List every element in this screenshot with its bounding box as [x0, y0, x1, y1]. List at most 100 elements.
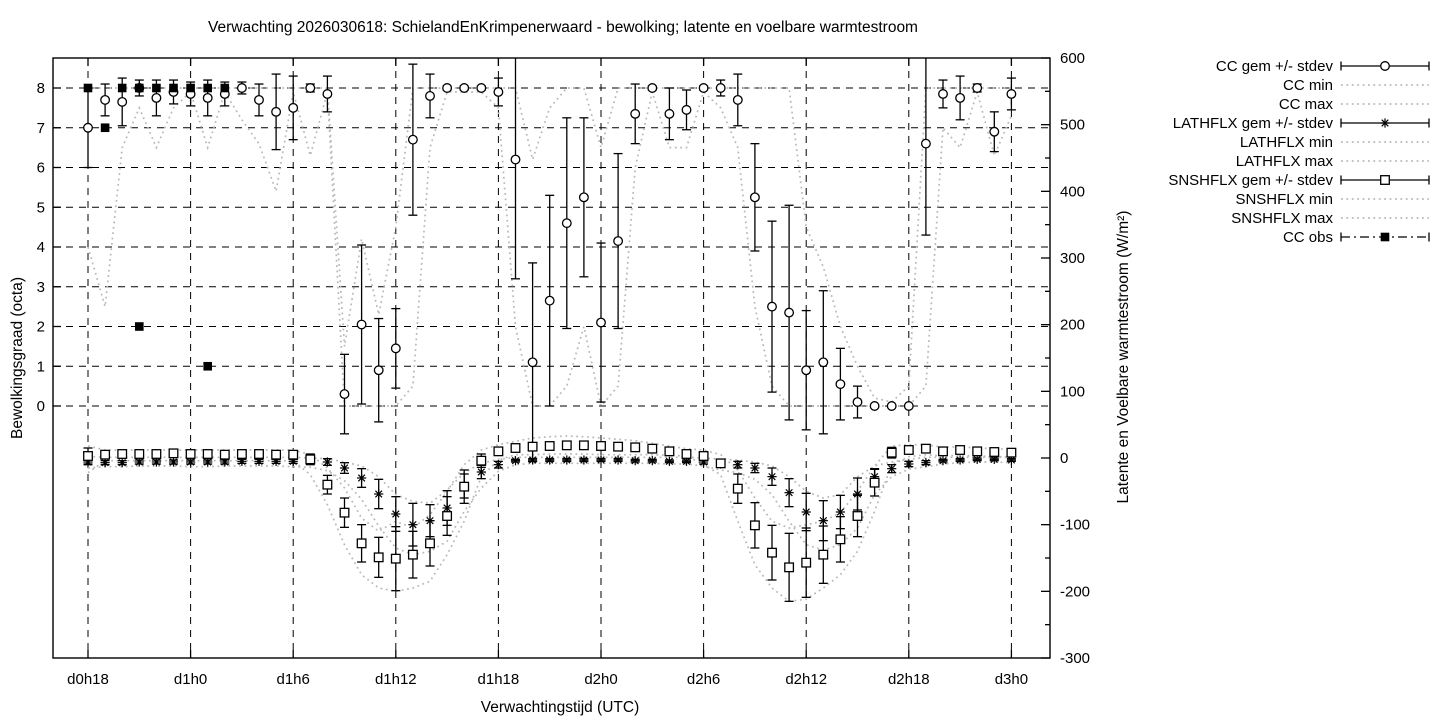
circle-marker	[288, 102, 299, 113]
square-marker	[647, 443, 658, 454]
circle-marker	[236, 83, 247, 93]
square-marker	[254, 449, 264, 459]
square-marker	[459, 481, 470, 492]
square-marker	[510, 443, 521, 453]
y-right-tick-label: 0	[1060, 450, 1068, 467]
square-marker	[442, 511, 453, 521]
y-left-tick-label: 5	[37, 199, 45, 216]
chart-title: Verwachting 2026030618: SchielandEnKrimp…	[208, 19, 918, 36]
asterisk-marker	[664, 456, 674, 466]
circle-marker	[647, 83, 658, 93]
circle-marker	[989, 126, 1000, 137]
legend-label: CC min	[1283, 77, 1333, 94]
asterisk-marker	[357, 473, 367, 483]
asterisk-marker	[562, 455, 572, 465]
circle-marker	[510, 154, 521, 165]
circle-marker	[561, 218, 572, 229]
square-marker	[134, 449, 145, 459]
y-left-tick-label: 4	[37, 239, 45, 256]
legend-row-lathflx-max: LATHFLX max	[1236, 153, 1429, 170]
y-left-axis-title: Bewolkingsgraad (octa)	[9, 277, 26, 439]
filled-square-marker	[1380, 232, 1390, 242]
square-marker	[818, 549, 829, 560]
square-marker	[219, 449, 230, 460]
square-marker	[630, 442, 641, 453]
asterisk-marker	[681, 456, 692, 466]
asterisk-marker	[767, 472, 777, 482]
curve-cc-max	[88, 87, 1012, 403]
square-marker	[1006, 447, 1017, 458]
circle-marker	[938, 89, 948, 99]
circle-marker	[732, 94, 743, 105]
curve-lathflx-max	[87, 455, 1012, 505]
circle-marker	[390, 343, 401, 354]
series-snshflx-gem	[83, 440, 1017, 602]
square-marker	[767, 547, 777, 558]
asterisk-marker	[630, 456, 640, 466]
y-left-tick-label: 6	[37, 160, 45, 177]
circle-marker	[493, 87, 504, 97]
legend-row-cc-max: CC max	[1279, 96, 1429, 113]
y-right-tick-label: -300	[1060, 650, 1090, 667]
asterisk-marker	[476, 467, 486, 477]
legend-row-cc-min: CC min	[1283, 77, 1429, 94]
square-marker	[578, 440, 589, 451]
circle-marker	[767, 301, 777, 312]
filled-square-marker	[100, 123, 110, 133]
asterisk-marker	[237, 456, 247, 466]
legend-row-snshflx-gem-stdev: SNSHFLX gem +/- stdev	[1168, 172, 1430, 189]
x-tick-label: d2h12	[785, 671, 827, 688]
circle-marker	[202, 92, 213, 103]
circle-marker	[852, 397, 863, 407]
square-marker	[544, 441, 555, 451]
asterisk-marker	[408, 520, 418, 530]
filled-square-marker	[203, 361, 212, 371]
square-marker	[869, 477, 880, 488]
x-tick-label: d2h18	[888, 671, 930, 688]
circle-marker	[578, 192, 589, 203]
square-marker	[288, 449, 299, 460]
square-marker	[596, 441, 606, 451]
legend-row-snshflx-min: SNSHFLX min	[1235, 191, 1429, 208]
y-right-tick-label: -100	[1060, 517, 1090, 534]
y-left-tick-label: 0	[37, 398, 45, 415]
circle-marker	[664, 108, 675, 119]
square-marker	[476, 455, 487, 466]
y-left-tick-label: 8	[37, 80, 45, 97]
y-right-axis-title: Latente en Voelbare warmtestroom (W/m²)	[1115, 211, 1132, 504]
asterisk-marker	[989, 454, 999, 464]
square-marker	[305, 454, 316, 465]
asterisk-marker	[955, 455, 965, 465]
x-tick-label: d2h6	[687, 671, 720, 688]
legend: CC gem +/- stdev CC min CC max LATHFLX gem …	[1168, 58, 1430, 246]
circle-marker	[407, 134, 418, 145]
legend-row-lathflx-min: LATHFLX min	[1240, 134, 1429, 151]
square-marker	[938, 446, 948, 457]
legend-row-cc-obs: CC obs	[1283, 229, 1430, 246]
asterisk-marker	[818, 516, 828, 526]
circle-marker	[254, 94, 264, 105]
square-marker	[955, 445, 966, 455]
asterisk-marker	[168, 457, 179, 467]
asterisk-marker	[835, 507, 845, 517]
circle-marker	[1380, 61, 1390, 71]
series-lathflx-gem	[83, 454, 1016, 547]
square-marker	[784, 562, 795, 573]
asterisk-marker	[921, 458, 931, 468]
asterisk-marker	[938, 456, 948, 466]
asterisk-marker	[596, 455, 606, 465]
filled-square-marker	[135, 83, 144, 93]
circle-marker	[596, 317, 606, 328]
y-right-tick-label: 300	[1060, 250, 1085, 267]
square-marker	[920, 443, 931, 454]
y-right-tick-label: 200	[1060, 317, 1085, 334]
asterisk-marker	[647, 456, 657, 466]
asterisk-marker	[220, 457, 230, 467]
series-cc-obs	[83, 83, 230, 371]
asterisk-marker	[1380, 118, 1390, 128]
series-cc-gem	[83, 58, 1017, 463]
square-marker	[903, 445, 914, 455]
legend-row-lathflx-gem-stdev: LATHFLX gem +/- stdev	[1173, 115, 1430, 132]
asterisk-marker	[117, 458, 127, 468]
